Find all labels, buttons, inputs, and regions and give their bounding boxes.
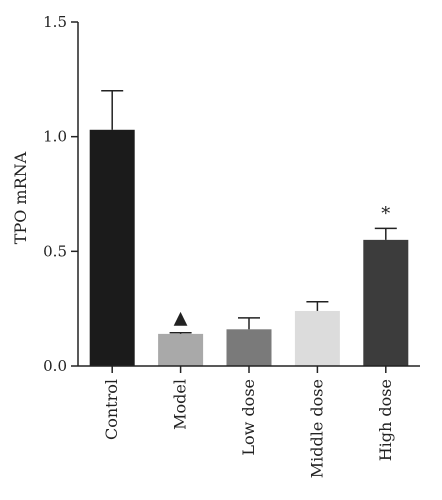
x-tick-label: High dose: [376, 379, 395, 461]
y-tick-label: 1.5: [43, 13, 67, 31]
bar: [89, 129, 135, 366]
x-tick-label: Model: [171, 379, 190, 430]
bar: [158, 333, 204, 366]
y-axis: 0.0 0.5 1.0 1.5: [43, 13, 79, 375]
bar: [226, 329, 272, 366]
x-tick-label: Low dose: [239, 379, 258, 456]
y-tick-label: 0.5: [43, 242, 67, 260]
y-axis-title: TPO mRNA: [11, 151, 30, 244]
bars: ▲*: [89, 90, 409, 366]
y-tick-label: 1.0: [43, 128, 67, 146]
significance-marker: *: [381, 203, 390, 224]
x-tick-label: Control: [102, 379, 121, 440]
x-axis: Control Model Low dose Middle dose High dose: [78, 365, 420, 478]
significance-marker: ▲: [174, 308, 188, 329]
y-tick-label: 0.0: [43, 357, 67, 375]
x-tick-label: Middle dose: [307, 379, 326, 478]
bar: [294, 310, 340, 366]
bar: [363, 239, 409, 366]
